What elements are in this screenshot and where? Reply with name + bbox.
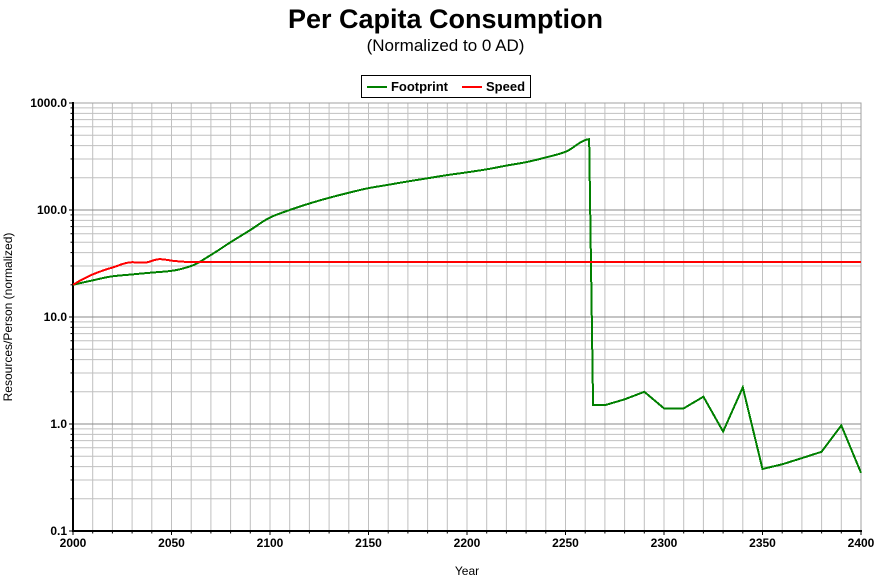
svg-text:10.0: 10.0 — [44, 310, 68, 324]
svg-text:Year: Year — [455, 564, 479, 578]
svg-text:1000.0: 1000.0 — [30, 96, 67, 110]
svg-text:2250: 2250 — [552, 536, 579, 550]
svg-text:2400: 2400 — [848, 536, 875, 550]
svg-text:0.1: 0.1 — [50, 524, 67, 538]
svg-text:1.0: 1.0 — [50, 417, 67, 431]
svg-text:2300: 2300 — [651, 536, 678, 550]
svg-text:Resources/Person (normalized): Resources/Person (normalized) — [1, 233, 15, 402]
svg-text:2200: 2200 — [454, 536, 481, 550]
svg-text:2100: 2100 — [257, 536, 284, 550]
svg-text:2050: 2050 — [158, 536, 185, 550]
svg-text:2000: 2000 — [60, 536, 87, 550]
svg-text:100.0: 100.0 — [37, 203, 67, 217]
svg-text:2350: 2350 — [749, 536, 776, 550]
svg-text:2150: 2150 — [355, 536, 382, 550]
